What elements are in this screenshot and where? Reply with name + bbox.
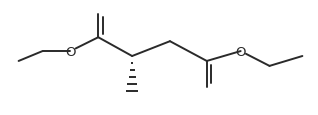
- Text: O: O: [235, 45, 246, 58]
- Text: O: O: [65, 45, 76, 58]
